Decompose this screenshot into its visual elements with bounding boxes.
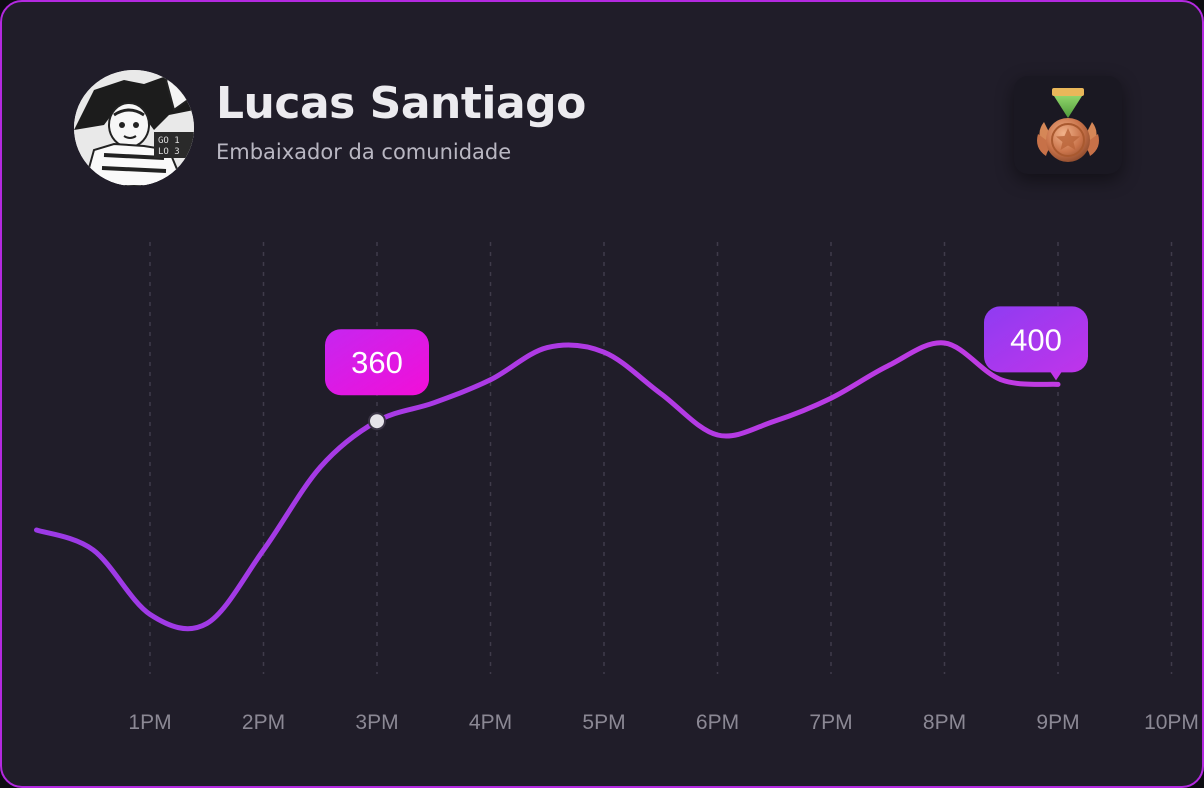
- x-tick-label: 9PM: [1036, 711, 1079, 734]
- x-tick-label: 8PM: [923, 711, 966, 734]
- value-bubble-400: 400: [984, 306, 1088, 381]
- bubble-shape: [325, 329, 429, 396]
- x-tick-label: 2PM: [242, 711, 285, 734]
- profile-name: Lucas Santiago: [216, 78, 586, 129]
- anime-soccer-player-avatar: GO 1 LO 3: [74, 70, 194, 186]
- x-tick-label: 10PM: [1144, 711, 1199, 734]
- series-line: [34, 340, 1061, 632]
- svg-text:GO 1: GO 1: [158, 136, 180, 146]
- bronze-medal-icon: [1037, 88, 1099, 162]
- avatar: GO 1 LO 3: [74, 70, 194, 186]
- data-point-marker[interactable]: [368, 412, 386, 431]
- x-tick-label: 6PM: [696, 711, 739, 734]
- bubble-value: 360: [351, 345, 403, 380]
- x-tick-label: 7PM: [809, 711, 852, 734]
- bubble-value: 400: [1010, 322, 1062, 357]
- profile-role: Embaixador da comunidade: [216, 140, 512, 164]
- badge-box[interactable]: [1014, 76, 1122, 174]
- x-tick-label: 5PM: [582, 711, 625, 734]
- x-tick-label: 1PM: [128, 711, 171, 734]
- value-bubble-360: 360: [325, 329, 429, 396]
- svg-text:LO 3: LO 3: [158, 147, 180, 157]
- bubble-tail: [1050, 371, 1062, 381]
- x-tick-label: 4PM: [469, 711, 512, 734]
- x-tick-label: 3PM: [355, 711, 398, 734]
- bubble-shape: [984, 306, 1088, 373]
